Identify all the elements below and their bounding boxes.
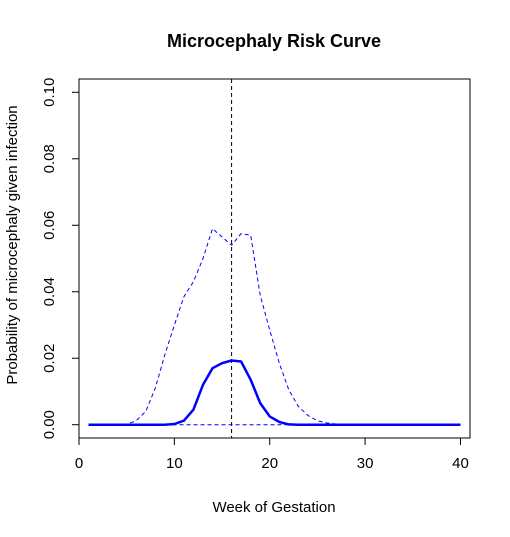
solid-series-line [88, 359, 461, 426]
x-tick-label: 30 [357, 455, 374, 472]
x-axis: 0 10 20 30 40 [75, 437, 469, 472]
reference-lines [88, 79, 461, 438]
y-tick-label: 0.02 [41, 344, 58, 373]
y-tick-label: 0.00 [41, 410, 58, 439]
dashed-series-line [88, 228, 461, 426]
plot-frame [78, 78, 471, 439]
y-tick-label: 0.04 [41, 277, 58, 306]
x-axis-label: Week of Gestation [212, 499, 335, 516]
y-tick-label: 0.06 [41, 211, 58, 240]
y-axis: 0.00 0.02 0.04 0.06 0.08 0.10 [41, 78, 80, 439]
y-tick-label: 0.10 [41, 78, 58, 107]
x-tick-label: 40 [452, 455, 469, 472]
y-axis-label: Probability of microcephaly given infect… [4, 105, 21, 384]
x-tick-label: 10 [166, 455, 183, 472]
chart-title: Microcephaly Risk Curve [167, 31, 381, 51]
y-tick-label: 0.08 [41, 144, 58, 173]
series-layer [88, 228, 461, 426]
x-tick-label: 20 [261, 455, 278, 472]
x-tick-label: 0 [75, 455, 83, 472]
